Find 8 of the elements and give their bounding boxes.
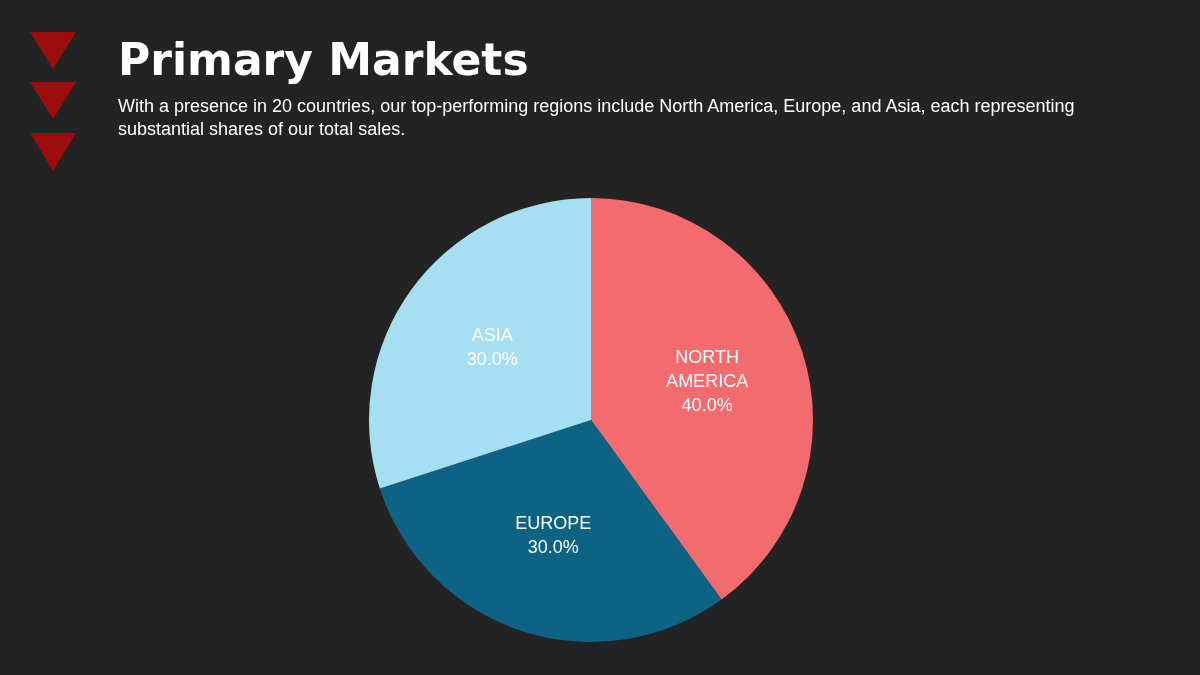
data-label: 30.0%: [466, 349, 518, 370]
data-label: 30.0%: [527, 537, 579, 558]
slice-label: NORTH AMERICA: [666, 347, 749, 392]
slice-label: EUROPE: [515, 513, 592, 534]
slice-label: ASIA: [471, 325, 513, 346]
data-label: 40.0%: [681, 395, 733, 416]
chart-title: Primary Markets: [118, 34, 529, 85]
chart-subtitle: With a presence in 20 countries, our top-performing regions include North America, Europe, and Asia, each representing substantial shares of our total sales.: [118, 95, 1076, 142]
